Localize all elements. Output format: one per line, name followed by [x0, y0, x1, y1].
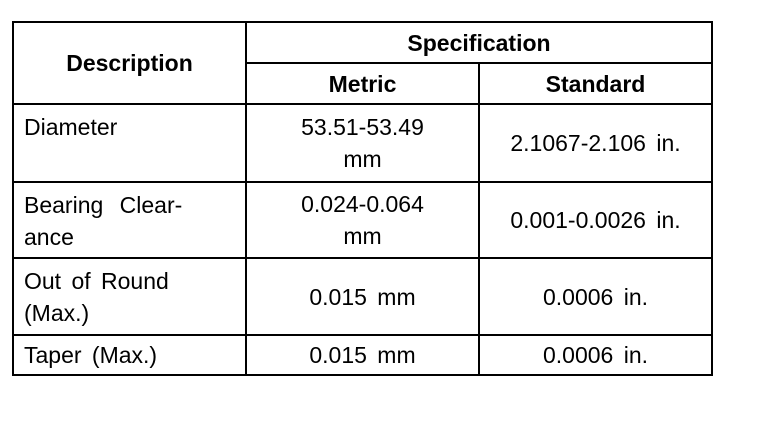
- table-body: Diameter 53.51-53.49 mm 2.1067-2.106 in. Bea…: [12, 103, 713, 376]
- header-cell: Metric: [245, 62, 480, 105]
- cell-text: Out of Round: [24, 268, 169, 294]
- cell-text: ance: [24, 224, 74, 250]
- cell-text: 0.001-0.0026 in.: [510, 207, 681, 233]
- cell-text: 0.015 mm: [309, 283, 416, 310]
- table-cell: 0.024-0.064 mm: [245, 181, 480, 259]
- table-cell: 0.0006 in.: [478, 257, 713, 336]
- cell-text: 0.0006 in.: [542, 283, 649, 310]
- cell-text: mm: [343, 146, 382, 172]
- table-row: Out of Round (Max.) 0.015 mm 0.0006 in.: [12, 257, 713, 336]
- table-row: Bearing Clear-ance 0.024-0.064 mm 0.001-0.0…: [12, 181, 713, 259]
- cell-text: 0.024-0.064: [301, 191, 424, 217]
- header-cell: Specification: [245, 21, 713, 64]
- header-row: Description Specification: [12, 21, 713, 105]
- cell-text: 2.1067-2.106 in.: [510, 130, 681, 156]
- header-cell: Description: [12, 21, 247, 105]
- table-cell: 2.1067-2.106 in.: [478, 103, 713, 183]
- table-cell: Taper (Max.): [12, 334, 247, 376]
- header-row: Metric Standard: [13, 62, 713, 105]
- table-cell: 0.015 mm: [245, 257, 480, 336]
- table-row: Taper (Max.) 0.015 mm 0.0006 in.: [12, 334, 713, 376]
- table-cell: 0.015 mm: [245, 334, 480, 376]
- cell-text: 0.015 mm: [309, 342, 416, 368]
- table-row: Diameter 53.51-53.49 mm 2.1067-2.106 in.: [12, 103, 713, 183]
- cell-text: (Max.): [24, 300, 90, 326]
- table-cell: 53.51-53.49 mm: [245, 103, 480, 183]
- cell-text: 53.51-53.49: [301, 114, 424, 140]
- table-cell: Out of Round (Max.): [12, 257, 247, 336]
- spec-table: Description Specification Metric Standar…: [12, 21, 713, 376]
- cell-text: Bearing Clear-: [24, 192, 183, 218]
- table-cell: Diameter: [12, 103, 247, 183]
- cell-text: Taper (Max.): [24, 342, 158, 368]
- table-cell: 0.0006 in.: [478, 334, 713, 376]
- table-cell: 0.001-0.0026 in.: [478, 181, 713, 259]
- cell-text: Diameter: [24, 114, 118, 140]
- table-cell: Bearing Clear-ance: [12, 181, 247, 259]
- cell-text: mm: [343, 223, 382, 249]
- cell-text: 0.0006 in.: [542, 342, 649, 368]
- header-cell: Standard: [478, 62, 713, 105]
